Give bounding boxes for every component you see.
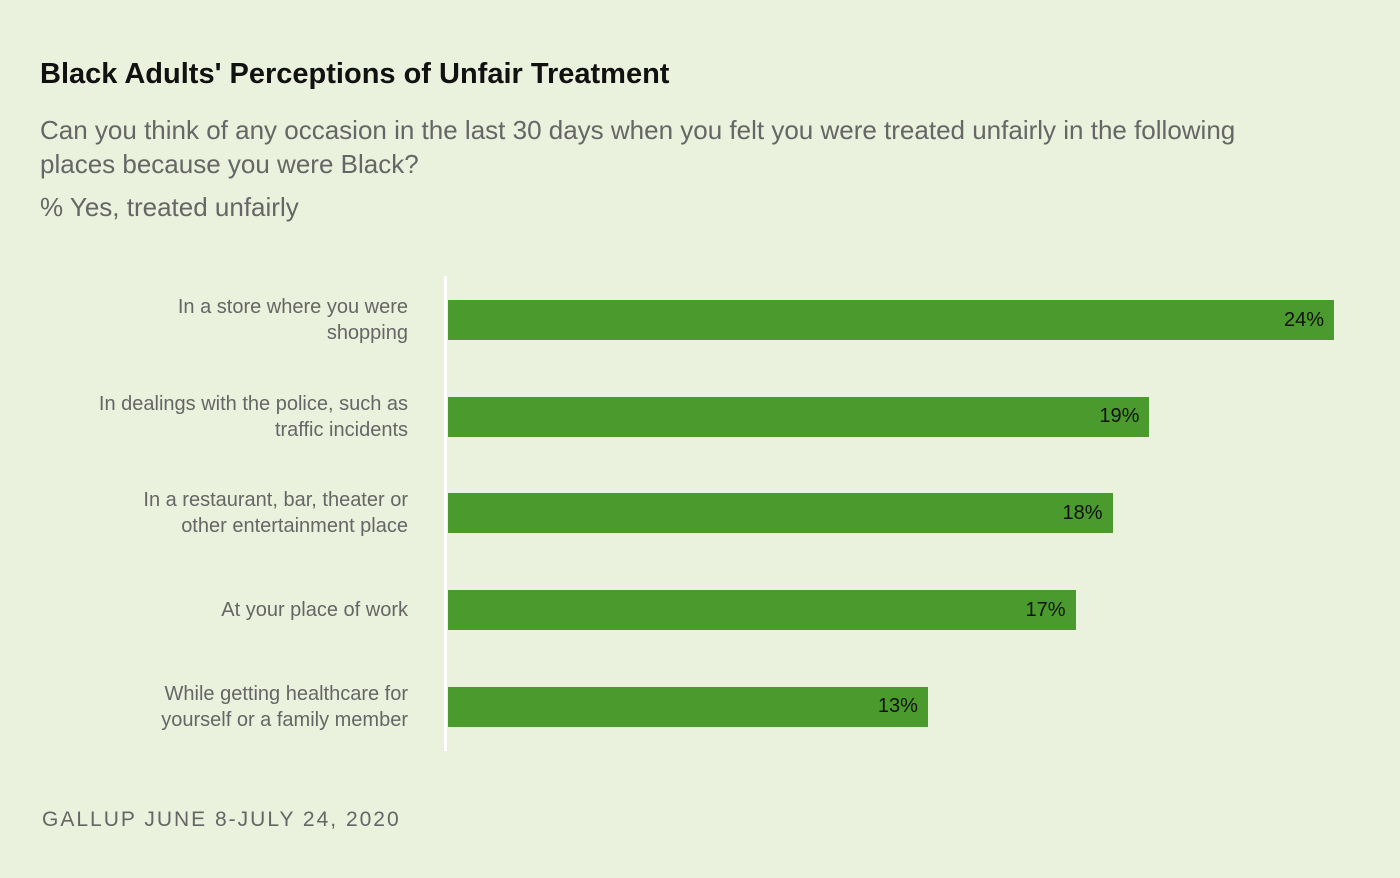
bar [448, 590, 1076, 631]
bar [448, 493, 1113, 534]
chart-subtitle: Can you think of any occasion in the las… [40, 115, 1236, 179]
category-label: At your place of work [221, 599, 408, 622]
category-label: In dealings with the police, such as tra… [98, 392, 408, 441]
chart-title: Black Adults' Perceptions of Unfair Trea… [40, 58, 670, 90]
value-label: 17% [1025, 598, 1066, 621]
bar [448, 396, 1150, 437]
value-label: 24% [1283, 308, 1324, 331]
value-label: 18% [1062, 501, 1103, 524]
bar [448, 300, 1334, 340]
value-label: 19% [1099, 405, 1140, 428]
measure-label: % Yes, treated unfairly [40, 192, 299, 222]
category-label: In a store where you were shopping [177, 296, 408, 344]
category-label: In a restaurant, bar, theater or other e… [143, 489, 408, 538]
axis-line [444, 276, 447, 751]
value-label: 13% [877, 695, 918, 718]
bar [448, 686, 928, 727]
source: GALLUP JUNE 8-JULY 24, 2020 [42, 808, 401, 831]
category-label: While getting healthcare for yourself or… [161, 682, 408, 731]
